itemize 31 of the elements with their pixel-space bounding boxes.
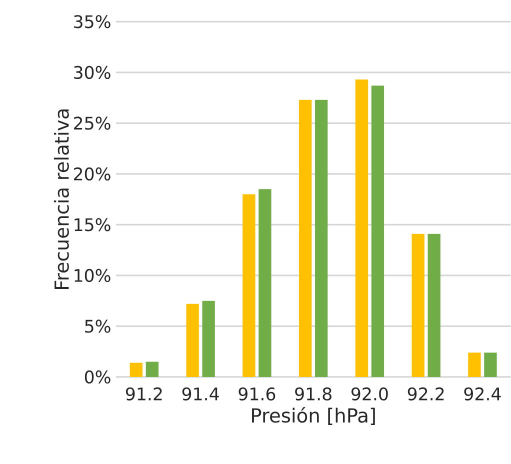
x-axis-title: Presión [hPa] [252, 406, 375, 425]
bar [258, 189, 272, 377]
bar [314, 100, 328, 377]
bar [468, 352, 481, 377]
y-tick-label: 20% [74, 167, 110, 181]
bar [484, 352, 497, 377]
y-tick-label: 30% [74, 66, 110, 79]
x-tick-label: 91.4 [182, 387, 219, 400]
x-tick-label: 92.4 [464, 387, 501, 400]
bar [355, 80, 368, 377]
bar [202, 300, 215, 377]
x-tick-label: 91.6 [238, 387, 276, 400]
y-tick-label: 10% [74, 268, 110, 282]
y-tick-label: 5% [85, 320, 110, 333]
y-tick-label: 25% [74, 116, 110, 130]
bar [298, 100, 312, 377]
bar [146, 362, 159, 377]
y-tick-label: 35% [74, 15, 110, 28]
bar [371, 86, 384, 377]
bar [130, 362, 143, 377]
x-tick-label: 91.8 [295, 387, 332, 400]
y-tick-label: 15% [74, 218, 110, 232]
bar [186, 304, 199, 377]
bar [428, 234, 440, 377]
x-tick-label: 92.2 [408, 387, 444, 400]
y-axis-title: Frecuencia relativa [54, 110, 69, 289]
x-tick-label: 91.2 [126, 387, 162, 400]
bar [242, 194, 256, 377]
y-tick-label: 0% [84, 370, 110, 384]
x-tick-label: 92.0 [352, 387, 388, 400]
bar [412, 234, 424, 377]
